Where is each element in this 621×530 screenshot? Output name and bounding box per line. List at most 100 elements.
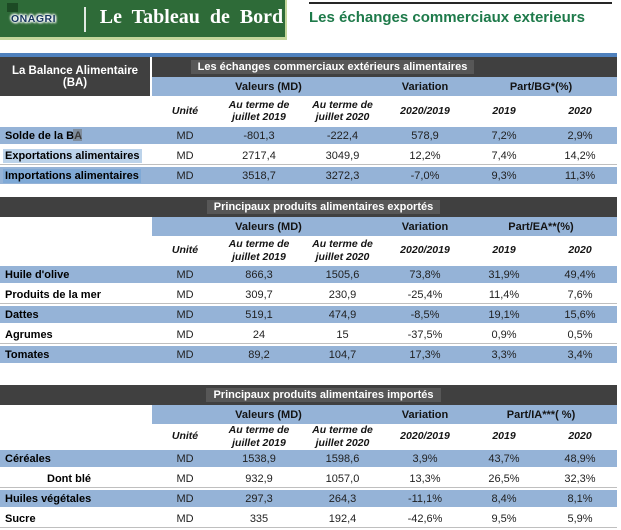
variation-cell: -42,6% xyxy=(407,512,443,525)
col-header-2020: Au terme de juillet 2020 xyxy=(312,424,373,449)
part-2019-cell: 0,9% xyxy=(491,328,517,341)
part-2020-cell: 15,6% xyxy=(564,308,596,321)
group-spacer xyxy=(0,405,152,424)
value-2020-cell: 3049,9 xyxy=(325,149,360,162)
col-header-variation: 2020/2019 xyxy=(400,104,450,117)
unit-cell: MD xyxy=(176,452,194,465)
value-2020-cell: 1057,0 xyxy=(325,472,360,485)
row-label: Dattes xyxy=(5,308,39,321)
part-2020-cell: 32,3% xyxy=(564,472,596,485)
part-2020-cell: 5,9% xyxy=(567,512,593,525)
unit-cell: MD xyxy=(176,169,194,182)
part-2019-cell: 7,2% xyxy=(491,129,517,142)
table-row: Tomates MD 89,2 104,7 17,3% 3,3% 3,4% xyxy=(0,346,617,363)
col-header-part-2019: 2019 xyxy=(492,244,516,257)
col-header-blank xyxy=(0,96,152,126)
value-2019-cell: 89,2 xyxy=(248,348,270,361)
onagri-logo-text: ONAGRI xyxy=(11,13,56,25)
part-2020-cell: 11,3% xyxy=(564,169,596,182)
col-header-part-2020: 2020 xyxy=(568,430,592,443)
col-header-blank xyxy=(0,236,152,265)
value-2019-cell: 335 xyxy=(249,512,269,525)
col-header-variation: 2020/2019 xyxy=(400,430,450,443)
table-rows: Céréales MD 1538,9 1598,6 3,9% 43,7% 48,… xyxy=(0,450,617,527)
table-row: Produits de la mer MD 309,7 230,9 -25,4%… xyxy=(0,286,617,303)
table-exports: Principaux produits alimentaires exporté… xyxy=(0,197,617,366)
column-header-row: Unité Au terme de juillet 2019 Au terme … xyxy=(0,236,617,265)
unit-cell: MD xyxy=(176,268,194,281)
table-row: Dont blé MD 932,9 1057,0 13,3% 26,5% 32,… xyxy=(0,470,617,487)
group-variation: Variation xyxy=(401,80,449,93)
group-header-row: Valeurs (MD) Variation Part/IA***( %) xyxy=(0,405,617,424)
value-2019-cell: -801,3 xyxy=(243,129,275,142)
col-header-unit: Unité xyxy=(171,430,199,443)
table-balance-alimentaire: La Balance Alimentaire (BA) Les échanges… xyxy=(0,53,617,187)
part-2019-cell: 19,1% xyxy=(488,308,520,321)
row-label: Importations alimentaires xyxy=(3,168,141,183)
table-row: Dattes MD 519,1 474,9 -8,5% 19,1% 15,6% xyxy=(0,306,617,323)
unit-cell: MD xyxy=(176,129,194,142)
group-part: Part/IA***( %) xyxy=(506,408,576,421)
col-header-part-2020: 2020 xyxy=(568,244,592,257)
table-row: Céréales MD 1538,9 1598,6 3,9% 43,7% 48,… xyxy=(0,450,617,467)
group-values: Valeurs (MD) xyxy=(235,408,302,421)
part-2019-cell: 31,9% xyxy=(488,268,520,281)
row-label: Produits de la mer xyxy=(5,288,101,301)
part-2019-cell: 43,7% xyxy=(488,452,520,465)
part-2019-cell: 26,5% xyxy=(488,472,520,485)
column-header-row: Unité Au terme de juillet 2019 Au terme … xyxy=(0,96,617,126)
table-top-accent xyxy=(0,53,617,57)
part-2020-cell: 14,2% xyxy=(564,149,596,162)
onagri-banner: ONAGRI Le Tableau de Bord xyxy=(0,0,287,40)
row-label: Solde de la BA xyxy=(5,129,83,142)
table-row: Huile d'olive MD 866,3 1505,6 73,8% 31,9… xyxy=(0,266,617,283)
row-label: Agrumes xyxy=(5,328,53,341)
col-header-2019: Au terme de juillet 2019 xyxy=(228,424,290,449)
row-label: Céréales xyxy=(5,452,51,465)
col-header-variation: 2020/2019 xyxy=(400,244,450,257)
table-row: Exportations alimentaires MD 2717,4 3049… xyxy=(0,147,617,164)
table-row: Solde de la BA MD -801,3 -222,4 578,9 7,… xyxy=(0,127,617,144)
value-2019-cell: 2717,4 xyxy=(242,149,276,162)
unit-cell: MD xyxy=(176,288,194,301)
col-header-blank xyxy=(0,424,152,449)
col-header-part-2019: 2019 xyxy=(492,104,516,117)
value-2019-cell: 1538,9 xyxy=(242,452,276,465)
value-2019-cell: 866,3 xyxy=(245,268,273,281)
col-header-2019: Au terme de juillet 2019 xyxy=(228,98,290,123)
value-2020-cell: 192,4 xyxy=(328,512,357,525)
variation-cell: 73,8% xyxy=(409,268,441,281)
part-2020-cell: 3,4% xyxy=(567,348,593,361)
value-2020-cell: 104,7 xyxy=(328,348,357,361)
group-values: Valeurs (MD) xyxy=(235,220,302,233)
table-rows: Solde de la BA MD -801,3 -222,4 578,9 7,… xyxy=(0,127,617,184)
table-rows: Huile d'olive MD 866,3 1505,6 73,8% 31,9… xyxy=(0,266,617,363)
col-header-unit: Unité xyxy=(171,244,199,257)
table-title: Principaux produits alimentaires exporté… xyxy=(0,197,617,217)
variation-cell: 13,3% xyxy=(409,472,441,485)
value-2019-cell: 297,3 xyxy=(245,492,273,505)
group-variation: Variation xyxy=(401,220,449,233)
part-2020-cell: 0,5% xyxy=(567,328,593,341)
part-2019-cell: 3,3% xyxy=(491,348,517,361)
col-header-part-2020: 2020 xyxy=(568,104,592,117)
unit-cell: MD xyxy=(176,492,194,505)
part-2020-cell: 48,9% xyxy=(564,452,596,465)
group-values: Valeurs (MD) xyxy=(235,80,302,93)
part-2019-cell: 9,3% xyxy=(491,169,517,182)
row-label: Tomates xyxy=(5,348,50,361)
table-title: Principaux produits alimentaires importé… xyxy=(0,385,617,405)
table-imports: Principaux produits alimentaires importé… xyxy=(0,385,617,530)
value-2020-cell: 264,3 xyxy=(328,492,357,505)
banner-divider xyxy=(84,7,86,32)
variation-cell: -11,1% xyxy=(407,492,443,505)
variation-cell: 17,3% xyxy=(409,348,441,361)
part-2020-cell: 7,6% xyxy=(567,288,593,301)
row-label: Dont blé xyxy=(47,472,91,485)
unit-cell: MD xyxy=(176,472,194,485)
col-header-unit: Unité xyxy=(171,104,199,117)
row-label: Exportations alimentaires xyxy=(3,148,142,163)
value-2019-cell: 24 xyxy=(252,328,266,341)
part-2020-cell: 2,9% xyxy=(567,129,593,142)
value-2020-cell: 1598,6 xyxy=(325,452,360,465)
